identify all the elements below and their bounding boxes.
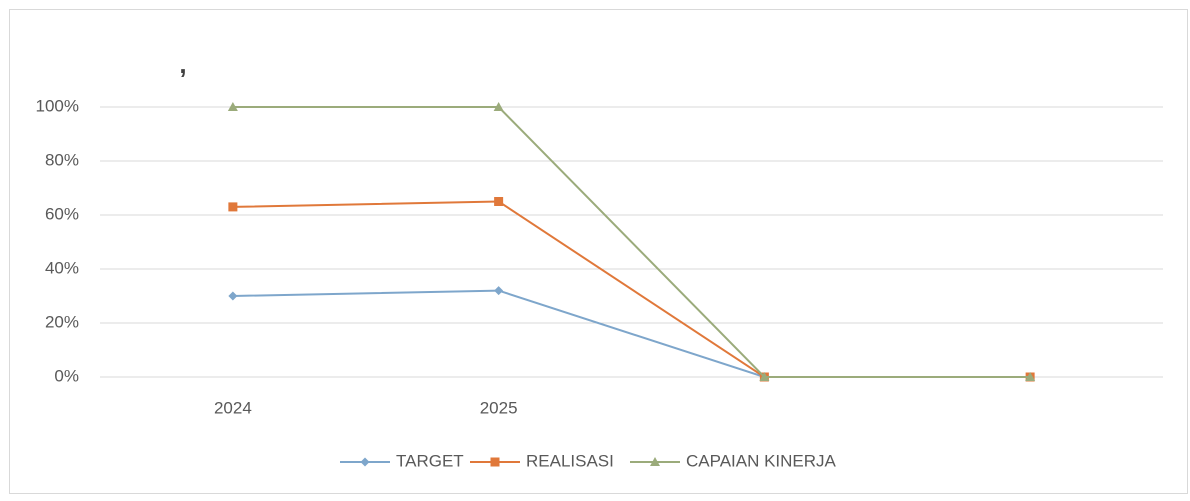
y-tick-label: 0% (54, 366, 79, 385)
legend-marker (650, 457, 660, 466)
x-tick-label: 2025 (480, 398, 518, 417)
y-tick-label: 100% (36, 96, 79, 115)
data-point (228, 202, 238, 212)
data-point (493, 102, 504, 111)
data-point (227, 102, 238, 111)
legend-label: TARGET (396, 451, 464, 470)
chart-title: , (179, 49, 186, 79)
y-tick-label: 80% (45, 150, 79, 169)
data-point (228, 291, 238, 301)
y-tick-label: 60% (45, 204, 79, 223)
y-tick-label: 40% (45, 258, 79, 277)
legend-label: REALISASI (526, 451, 614, 470)
x-tick-label: 2024 (214, 398, 252, 417)
data-point (494, 286, 504, 296)
data-point (1025, 372, 1036, 381)
legend-label: CAPAIAN KINERJA (686, 451, 837, 470)
series-line (232, 106, 1031, 378)
y-tick-label: 20% (45, 312, 79, 331)
legend-marker (360, 457, 370, 467)
data-point (759, 372, 770, 381)
chart-frame (9, 9, 1188, 494)
legend-marker (490, 457, 500, 467)
data-point (494, 197, 504, 206)
